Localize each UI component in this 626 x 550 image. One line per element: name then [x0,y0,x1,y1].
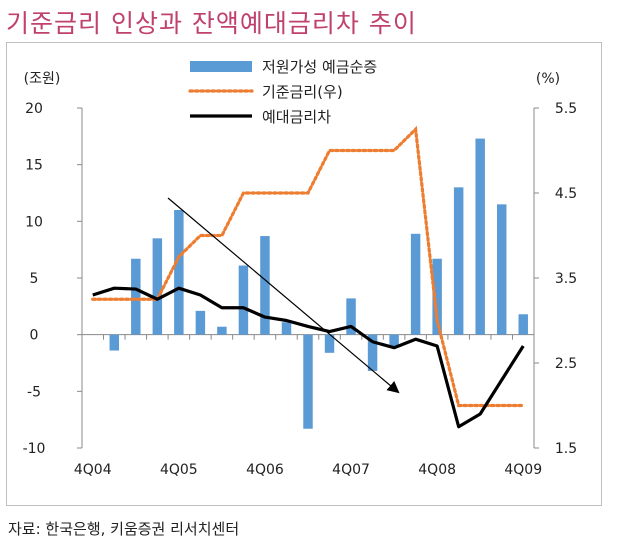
right-tick-label: 5.5 [555,101,577,117]
bar-deposit-increase [496,204,507,335]
right-axis-unit: (%) [536,71,560,87]
bar-deposit-increase [303,334,313,429]
right-tick-label: 1.5 [555,441,577,457]
left-tick-label: 10 [25,214,43,230]
line-base-rate [91,125,525,408]
left-tick-label: 0 [30,328,39,344]
bar-deposit-increase [217,326,227,335]
bar-deposit-increase [195,310,206,335]
x-tick-label: 4Q08 [418,462,456,478]
bar-deposit-increase [152,238,163,335]
x-tick-label: 4Q07 [332,462,370,478]
left-tick-label: 15 [25,158,43,174]
right-tick-label: 3.5 [555,271,577,287]
bar-deposit-increase [260,236,270,335]
bar-deposit-increase [410,233,421,335]
left-tick-label: -5 [27,384,41,400]
line-loan-deposit-spread [92,286,525,429]
legend-label-bar: 저원가성 예금순증 [262,58,377,76]
x-tick-label: 4Q05 [160,462,198,478]
x-tick-label: 4Q06 [246,462,284,478]
bar-deposit-increase [324,334,335,353]
chart-title: 기준금리 인상과 잔액예대금리차 추이 [6,9,417,38]
left-tick-label: 5 [30,271,39,287]
bar-deposit-increase [281,322,292,335]
bar-deposit-increase [475,138,485,335]
chart-frame [6,42,602,506]
legend-swatch-bar [190,61,252,72]
bar-deposit-increase [518,314,528,335]
bar-deposit-increase [131,258,141,335]
legend-label-base-rate: 기준금리(우) [262,83,343,101]
x-tick-label: 4Q04 [74,462,112,478]
bar-deposit-increase [174,210,184,335]
bar-deposit-increase [238,265,249,335]
left-axis-unit: (조원) [24,71,61,87]
bar-deposit-increase [432,258,442,335]
bar-deposit-increase [346,298,356,335]
source-note: 자료: 한국은행, 키움증권 리서치센터 [8,520,240,538]
left-tick-label: 20 [25,101,43,117]
trend-arrow [167,197,400,394]
legend-label-spread: 예대금리차 [262,108,331,126]
bar-deposit-increase [453,187,464,335]
right-tick-label: 2.5 [555,356,577,372]
bar-deposit-increase [389,334,399,346]
bar-deposit-increase [109,334,120,351]
bar-deposit-increase [367,334,378,371]
x-tick-label: 4Q09 [504,462,542,478]
chart: 20 15 10 5 0 -5 -10 5.5 4.5 3.5 2.5 1.5 (조원) (%) 4Q04 4… [23,58,578,478]
left-tick-label: -10 [23,441,46,457]
right-tick-label: 4.5 [555,186,577,202]
